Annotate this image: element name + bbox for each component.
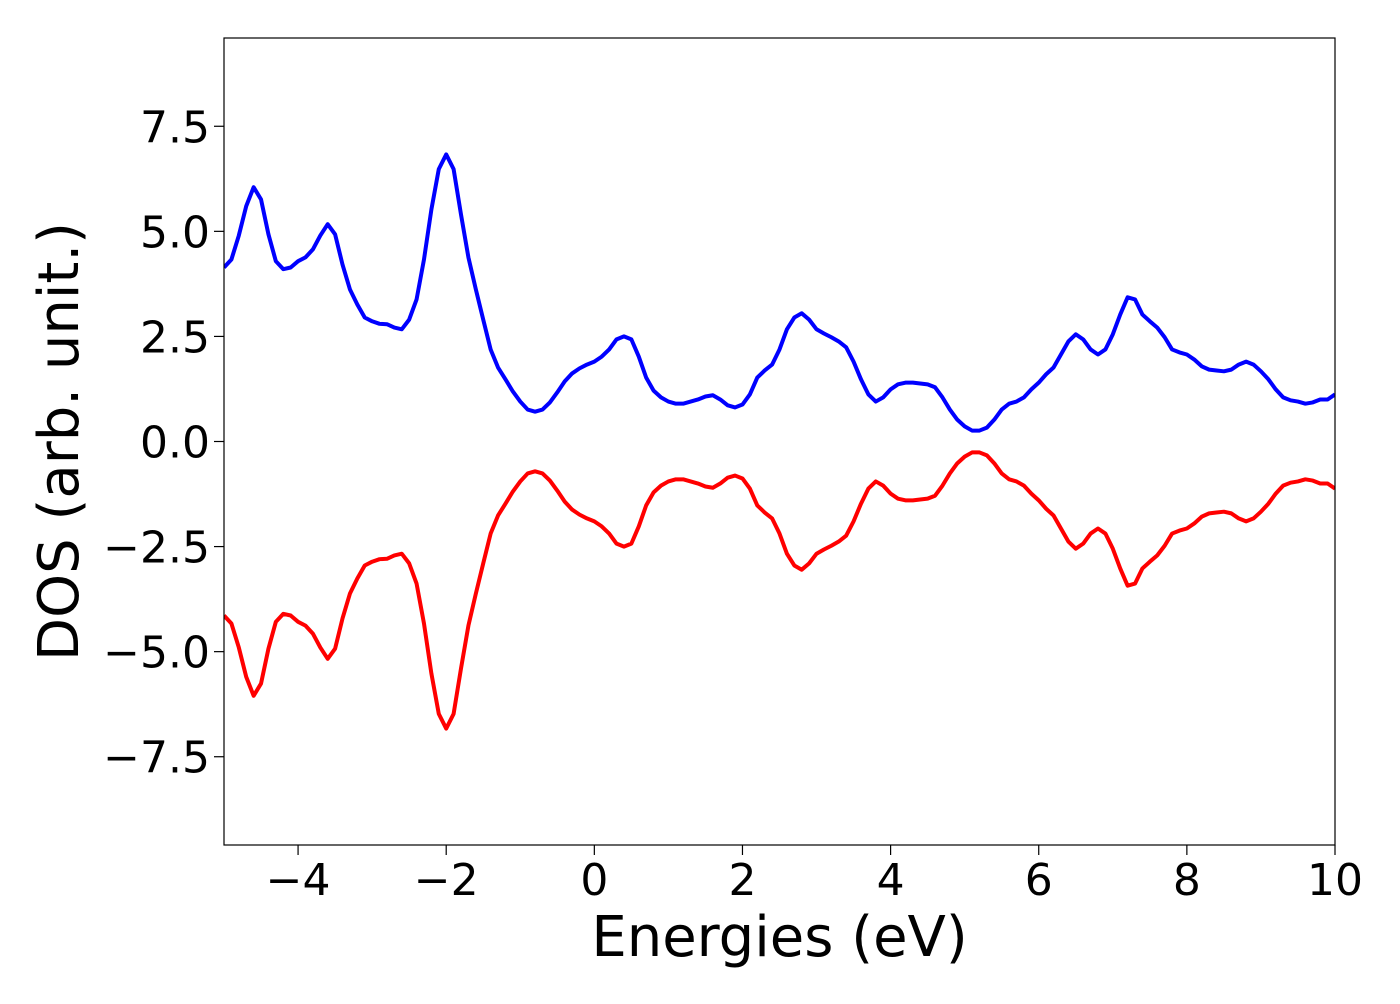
- y-tick-label: −5.0: [103, 628, 210, 679]
- x-tick-label: 6: [1025, 855, 1053, 906]
- dos-line: [224, 152, 1335, 433]
- y-tick-label: −7.5: [103, 733, 210, 784]
- x-tick-label: −2: [414, 855, 479, 906]
- x-tick-label: −4: [266, 855, 331, 906]
- y-tick-label: −2.5: [103, 523, 210, 574]
- x-tick-label: 8: [1173, 855, 1201, 906]
- y-axis-label: DOS (arb. unit.): [27, 222, 92, 661]
- dos-line: [224, 450, 1335, 731]
- y-tick-label: 2.5: [140, 312, 210, 363]
- x-tick-label: 10: [1307, 855, 1363, 906]
- x-axis-label: Energies (eV): [591, 905, 967, 970]
- y-tick-label: 0.0: [140, 418, 210, 469]
- x-tick-label: 2: [728, 855, 756, 906]
- x-tick-label: 4: [877, 855, 905, 906]
- y-tick-label: 7.5: [140, 102, 210, 153]
- x-tick-label: 0: [580, 855, 608, 906]
- y-tick-label: 5.0: [140, 207, 210, 258]
